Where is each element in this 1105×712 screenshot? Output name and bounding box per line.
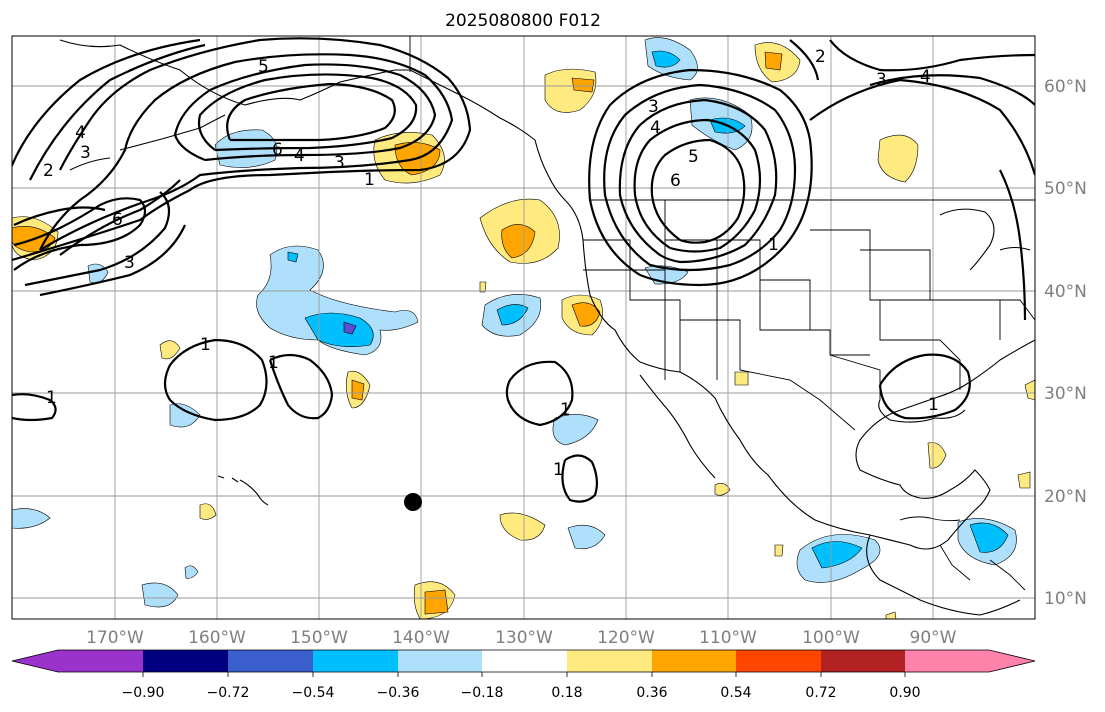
contour-label: 4	[650, 118, 661, 138]
contour-label: 2	[43, 161, 54, 181]
lat-label: 40°N	[1044, 282, 1087, 302]
contour-label: 4	[294, 146, 305, 166]
contour-label: 3	[80, 143, 91, 163]
colorbar-swatch	[398, 650, 482, 672]
station-marker	[404, 493, 422, 511]
contour-label: 6	[112, 210, 123, 230]
colorbar-swatch	[821, 650, 905, 672]
colorbar-swatch	[58, 650, 143, 672]
latitude-labels: 60°N 50°N 40°N 30°N 20°N 10°N	[1044, 77, 1087, 609]
lon-label: 140°W	[392, 628, 450, 648]
contour-label: 5	[688, 147, 699, 167]
colorbar-swatch	[313, 650, 398, 672]
lat-label: 10°N	[1044, 589, 1087, 609]
contour-label: 3	[334, 153, 345, 173]
contour-label: 2	[815, 47, 826, 67]
lon-label: 150°W	[290, 628, 348, 648]
colorbar-swatch	[228, 650, 313, 672]
contour-label: 1	[553, 460, 564, 480]
contour-label: 6	[670, 171, 681, 191]
contour-label: 4	[920, 67, 931, 87]
colorbar-swatch	[482, 650, 567, 672]
contour-label: 4	[75, 123, 86, 143]
colorbar-tick-label: −0.54	[292, 685, 335, 701]
lon-label: 130°W	[495, 628, 553, 648]
lon-label: 100°W	[802, 628, 860, 648]
contour-label: 1	[560, 400, 571, 420]
colorbar-swatch	[905, 650, 989, 672]
contour-label: 3	[648, 97, 659, 117]
colorbar-swatch	[567, 650, 652, 672]
colorbar-tick-label: −0.90	[122, 685, 165, 701]
contour-label: 3	[124, 253, 135, 273]
graticule	[12, 36, 1035, 619]
lat-label: 20°N	[1044, 487, 1087, 507]
colorbar-tick-label: 0.18	[551, 685, 582, 701]
lon-label: 90°W	[910, 628, 957, 648]
colorbar-tick-label: −0.72	[207, 685, 250, 701]
colorbar-tick-label: −0.36	[377, 685, 420, 701]
colorbar-left-extension	[12, 650, 58, 672]
contour-label: 1	[200, 335, 211, 355]
contour-label: 1	[46, 388, 57, 408]
longitude-labels: 170°W 160°W 150°W 140°W 130°W 120°W 110°…	[86, 628, 957, 648]
lat-label: 60°N	[1044, 77, 1087, 97]
lon-label: 120°W	[597, 628, 655, 648]
colorbar-right-extension	[989, 650, 1035, 672]
contour-label: 1	[364, 170, 375, 190]
map-frame	[11, 35, 1036, 620]
contour-label: 1	[928, 395, 939, 415]
contour-label: 6	[272, 140, 283, 160]
lat-label: 50°N	[1044, 179, 1087, 199]
contour-lines	[12, 37, 1035, 503]
colorbar-tick-label: −0.18	[461, 685, 504, 701]
colorbar-outline	[11, 649, 1036, 673]
lon-label: 110°W	[699, 628, 757, 648]
colorbar-tick-label: 0.36	[636, 685, 667, 701]
map-plot-area: 5 4 3 2 6 4 3 1 6 3 3 4 5 6 1 3 4 2 1 1 …	[12, 36, 1035, 619]
map-title: 2025080800 F012	[445, 11, 601, 31]
colorbar-tick-label: 0.54	[720, 685, 751, 701]
colorbar: −0.90 −0.72 −0.54 −0.36 −0.18 0.18 0.36 …	[11, 649, 1036, 701]
contour-label: 3	[876, 70, 887, 90]
contour-label: 1	[268, 353, 279, 373]
coastlines	[59, 39, 1035, 616]
colorbar-swatch	[143, 650, 228, 672]
shaded-anomalies	[12, 37, 1035, 619]
lon-label: 170°W	[86, 628, 144, 648]
colorbar-swatch	[736, 650, 821, 672]
lat-label: 30°N	[1044, 384, 1087, 404]
colorbar-tick-label: 0.90	[889, 685, 920, 701]
contour-label: 5	[258, 57, 269, 77]
colorbar-swatch	[652, 650, 736, 672]
contour-label-group: 5 4 3 2 6 4 3 1 6 3 3 4 5 6 1 3 4 2 1 1 …	[43, 47, 939, 480]
lon-label: 160°W	[188, 628, 246, 648]
contour-label: 1	[768, 235, 779, 255]
colorbar-tick-label: 0.72	[805, 685, 836, 701]
